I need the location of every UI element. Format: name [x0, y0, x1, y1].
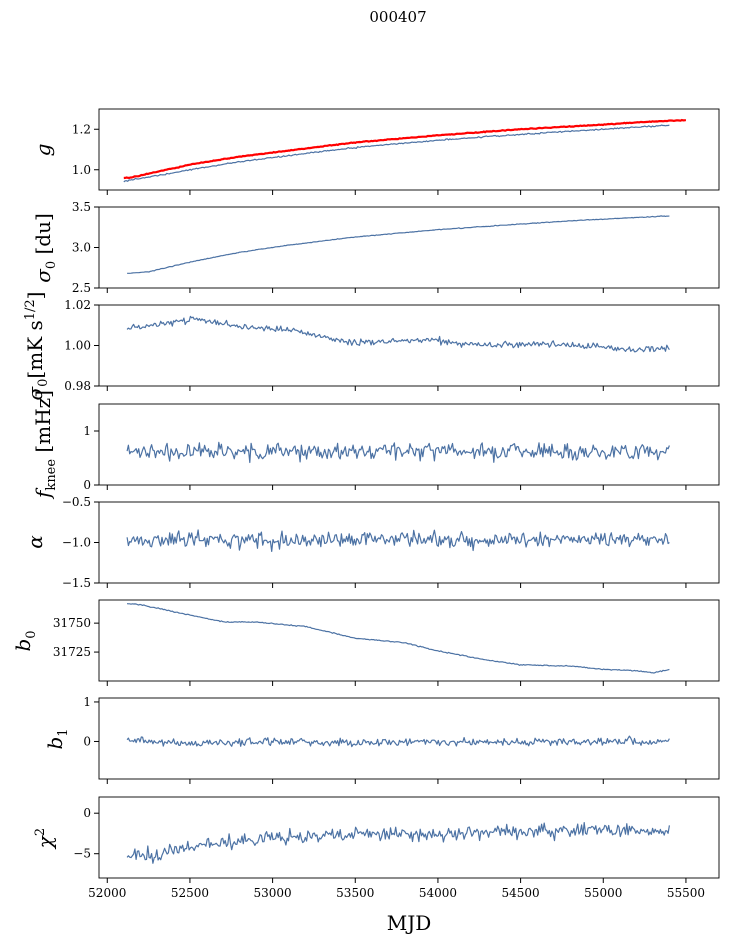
xtick-label: 55500: [667, 886, 705, 900]
panel-1: 1.0 1.2: [72, 108, 720, 195]
ytick-label: −0.5: [62, 495, 91, 509]
xtick-label: 53000: [254, 886, 292, 900]
figure-title: 000407: [369, 8, 426, 26]
panel-frame-6: [98, 599, 720, 682]
panel-3: 0.98 1.00 1.02: [64, 298, 720, 393]
panel-frame-4: [98, 403, 720, 486]
panel-7: 01: [83, 695, 720, 784]
series-line-4: [126, 441, 670, 464]
panel-frame-1: [98, 108, 720, 191]
ytick-label: 1.0: [72, 163, 91, 177]
xtick-label: 54000: [419, 886, 457, 900]
panel-frame-8: [98, 796, 720, 879]
ytick-label: 0: [83, 478, 91, 492]
series-line-5: [126, 529, 670, 552]
panel-1-ylabel: g: [31, 144, 55, 157]
panel-3-ylabel: σ0[mK s1/2]: [23, 291, 51, 400]
ytick-label: 1.2: [72, 122, 91, 136]
ytick-label: 31725: [53, 645, 91, 659]
ytick-label: −1.5: [62, 576, 91, 590]
fit-line-1: [123, 118, 687, 180]
series-line-7: [126, 735, 670, 748]
xtick-label: 55000: [584, 886, 622, 900]
panel-7-ylabel: b1: [43, 728, 71, 749]
ytick-label: −5: [73, 847, 91, 861]
panel-2: 2.5 3.0 3.5: [72, 200, 720, 295]
series-line-8: [126, 822, 670, 864]
panel-8: −5 0 52000 52500 53000 53500 54000 54500 55000 55…: [73, 796, 720, 900]
ytick-label: 31750: [53, 616, 91, 630]
panel-4: 01: [83, 403, 720, 492]
ytick-label: 0: [83, 734, 91, 748]
series-line-1: [123, 124, 670, 183]
panel-6: 31725 31750: [53, 599, 720, 686]
series-line-2: [127, 215, 670, 274]
ytick-label: −1.0: [62, 536, 91, 550]
panel-2-ylabel: σ0 [du]: [31, 213, 59, 283]
x-axis-label: MJD: [387, 911, 432, 935]
panel-6-ylabel: b0: [11, 630, 39, 651]
ytick-label: 1.02: [64, 298, 91, 312]
xtick-label: 54500: [502, 886, 540, 900]
ytick-label: 0: [83, 806, 91, 820]
ytick-label: 0.98: [64, 379, 91, 393]
panel-4-ylabel: fknee [mHz]: [31, 390, 59, 500]
panel-5: −1.5 −1.0 −0.5: [62, 495, 720, 590]
panel-5-ylabel: α: [23, 535, 47, 549]
panel-frame-2: [98, 206, 720, 289]
series-line-3: [126, 315, 670, 353]
ytick-label: 3.5: [72, 200, 91, 214]
ytick-label: 2.5: [72, 281, 91, 295]
ytick-label: 3.0: [72, 241, 91, 255]
ytick-label: 1: [83, 424, 91, 438]
xtick-label: 52500: [171, 886, 209, 900]
panel-frame-7: [98, 697, 720, 780]
ytick-label: 1: [83, 695, 91, 709]
series-line-6: [127, 603, 670, 674]
xtick-label: 53500: [336, 886, 374, 900]
panel-8-ylabel: χ2: [33, 828, 57, 850]
ytick-label: 1.00: [64, 339, 91, 353]
xtick-label: 52000: [88, 886, 126, 900]
